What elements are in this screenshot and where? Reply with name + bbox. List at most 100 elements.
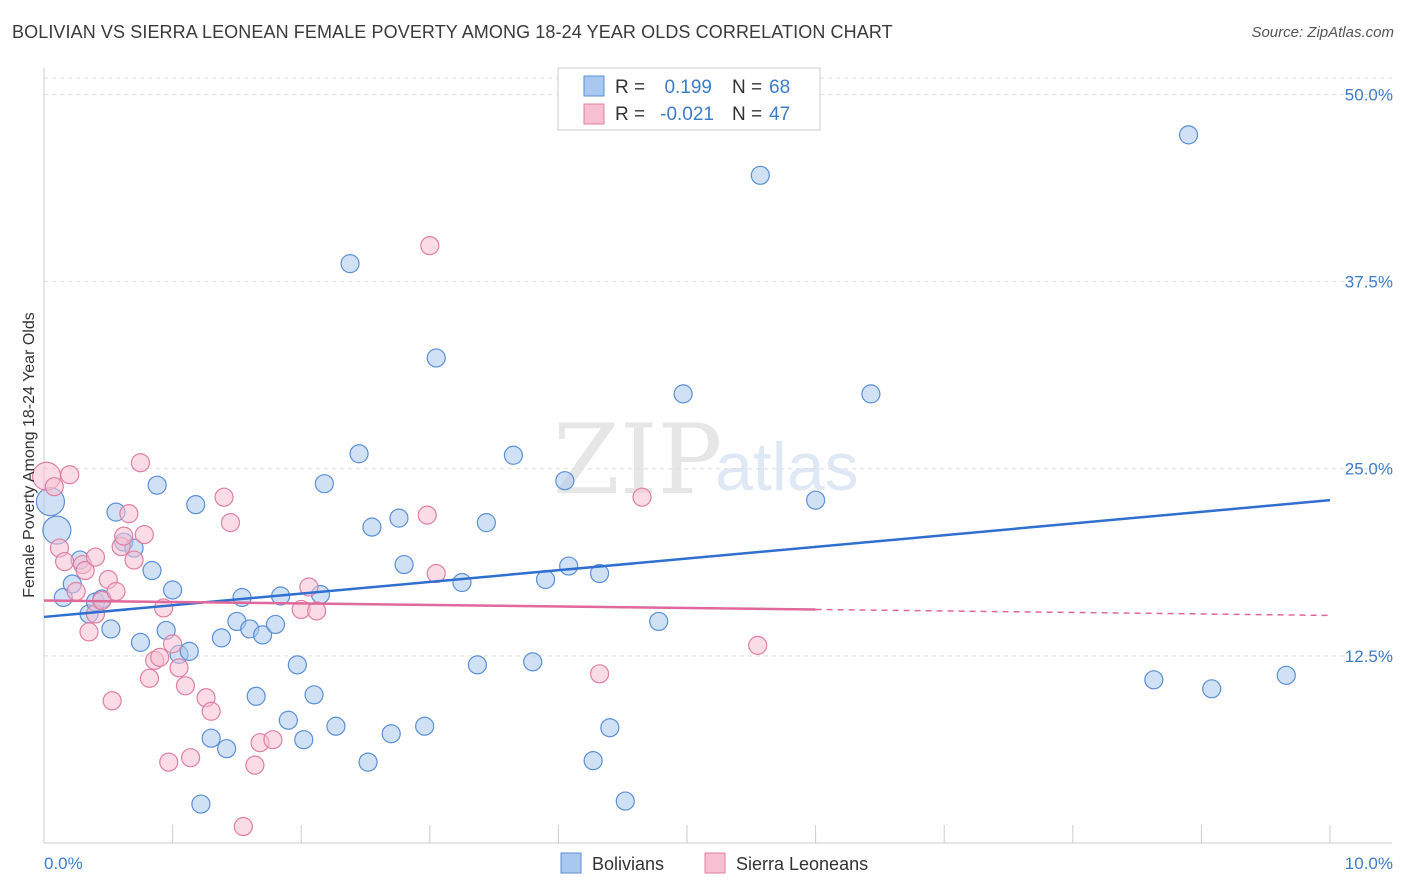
sierra-leoneans-point: [417, 505, 437, 525]
bottom-legend-bolivians: Bolivians: [592, 854, 664, 874]
bolivians-point: [362, 517, 382, 537]
sierra-leoneans-point: [201, 701, 221, 721]
y-axis-label: Female Poverty Among 18-24 Year Olds: [21, 312, 38, 598]
sierra-leoneans-point: [245, 755, 265, 775]
sierra-leoneans-point: [175, 676, 196, 696]
bolivians-point: [615, 791, 635, 811]
bolivians-point: [340, 254, 360, 274]
bolivians-point: [750, 165, 770, 185]
bolivians-point: [394, 554, 414, 575]
bolivians-point: [358, 752, 378, 772]
axes: [43, 68, 1392, 844]
legend-n-value-1: 68: [769, 77, 790, 98]
legend-r-label-2: R =: [615, 104, 645, 125]
sierra-leoneans-point: [233, 816, 253, 837]
sierra-leoneans-point: [748, 635, 768, 655]
sierra-leoneans-point: [85, 547, 106, 567]
sierra-leoneans-point: [134, 524, 154, 545]
sierra-leoneans-point: [130, 453, 151, 473]
bolivians-point: [304, 685, 324, 705]
sierra-leoneans-point: [632, 487, 652, 507]
bolivians-point: [349, 444, 369, 464]
grid-lines: [44, 77, 1392, 657]
bolivians-point: [415, 716, 435, 736]
sierra-leoneans-point: [106, 581, 126, 602]
bolivians-point: [381, 724, 401, 744]
bolivians-point: [649, 611, 669, 632]
sierra-leoneans-point: [263, 730, 283, 750]
sierra-leoneans-trend-line: [43, 599, 816, 611]
y-tick-label: 50.0%: [1345, 85, 1393, 104]
sierra-leoneans-point: [75, 560, 95, 581]
legend-n-label-2: N =: [732, 104, 762, 125]
bolivians-point: [130, 632, 151, 652]
correlation-legend: R = 0.199 N = 68 R = -0.021 N = 47: [557, 67, 821, 131]
bolivians-point: [559, 556, 579, 576]
sierra-leoneans-point: [589, 664, 610, 684]
bolivians-point: [1276, 665, 1296, 685]
bolivians-point: [253, 625, 273, 645]
bolivians-point: [389, 508, 409, 528]
trend-lines: [43, 498, 1331, 619]
bolivians-point: [861, 384, 881, 404]
bottom-legend-sierra-leoneans: Sierra Leoneans: [736, 854, 868, 874]
bolivians-point: [294, 730, 314, 750]
bolivians-point: [503, 445, 523, 465]
bolivians-point: [142, 560, 162, 581]
bolivians-point: [211, 628, 232, 648]
bolivians-point: [147, 475, 167, 495]
bolivians-point: [1202, 679, 1222, 699]
bolivians-point: [287, 655, 307, 675]
bolivians-trend-line: [43, 498, 1331, 619]
bottom-legend-swatch-sierra-leoneans: [704, 852, 726, 874]
series-legend: Bolivians Sierra Leoneans: [560, 852, 868, 874]
x-tick-label: 10.0%: [1345, 854, 1393, 873]
sierra-leoneans-point: [124, 550, 144, 570]
bolivians-point: [186, 495, 206, 515]
y-tick-label: 12.5%: [1345, 647, 1393, 666]
bolivians-point: [476, 513, 496, 533]
sierra-leoneans-point: [220, 513, 241, 533]
sierra-leoneans-point: [44, 477, 64, 497]
sierra-leoneans-point: [163, 634, 183, 654]
chart-title: BOLIVIAN VS SIERRA LEONEAN FEMALE POVERT…: [12, 22, 893, 42]
legend-n-label-1: N =: [732, 77, 762, 98]
sierra-leoneans-point: [79, 622, 99, 642]
sierra-leoneans-point: [181, 748, 201, 768]
bolivians-point: [278, 710, 298, 730]
sierra-leoneans-point: [214, 487, 234, 507]
bolivians-point: [326, 716, 346, 736]
sierra-leoneans-point: [150, 647, 170, 667]
legend-swatch-sierra-leoneans: [583, 103, 605, 125]
y-tick-label: 25.0%: [1345, 460, 1393, 479]
bolivians-point: [805, 490, 826, 510]
bolivians-point: [555, 471, 575, 491]
sierra-leoneans-point: [54, 551, 75, 572]
bolivians-point: [523, 652, 543, 672]
bolivians-point: [101, 619, 121, 639]
bottom-legend-swatch-bolivians: [560, 852, 582, 874]
sierra-leoneans-point: [102, 691, 122, 711]
source-label: Source: ZipAtlas.com: [1251, 24, 1394, 41]
legend-r-label-1: R =: [615, 77, 645, 98]
sierra-leoneans-point: [60, 465, 80, 485]
legend-r-value-2: -0.021: [660, 104, 714, 125]
bolivians-point: [163, 580, 183, 600]
y-tick-label: 37.5%: [1345, 273, 1393, 292]
bolivians-point: [426, 348, 446, 368]
sierra-leoneans-point: [114, 526, 134, 546]
bolivians-point: [179, 641, 199, 661]
bolivians-point: [1178, 125, 1199, 145]
tick-labels: 12.5% 25.0% 37.5% 50.0% 0.0% 10.0%: [44, 85, 1393, 873]
sierra-leoneans-point: [169, 658, 189, 678]
x-tick-label: 0.0%: [44, 854, 83, 873]
bolivians-point: [583, 751, 603, 771]
bolivians-point: [673, 384, 693, 404]
sierra-leoneans-point: [119, 504, 139, 524]
bolivians-point: [600, 718, 620, 738]
legend-n-value-2: 47: [769, 104, 790, 125]
bolivians-point: [191, 794, 211, 814]
sierra-leoneans-point: [307, 601, 327, 621]
legend-r-value-1: 0.199: [664, 77, 712, 98]
